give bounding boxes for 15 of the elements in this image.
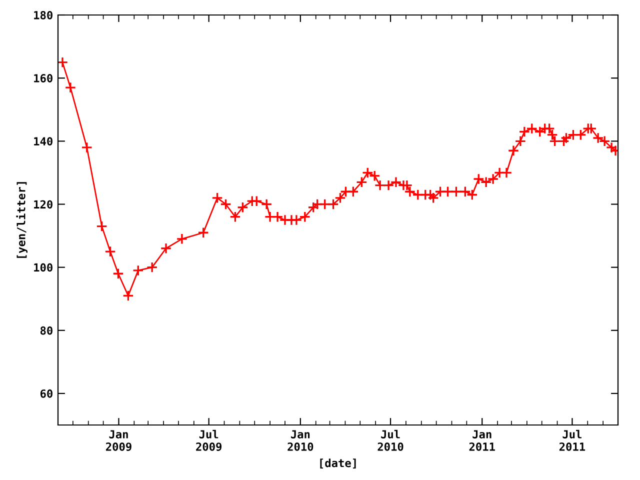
x-tick-label: Jul 2009 <box>196 430 222 451</box>
y-tick-label: 160 <box>34 74 52 82</box>
y-tick-label: 80 <box>40 326 52 335</box>
y-tick-label: 60 <box>40 389 52 398</box>
x-tick-label: Jul 2011 <box>559 430 586 451</box>
y-tick-label: 180 <box>34 10 52 20</box>
x-tick-label: Jul 2010 <box>378 430 404 451</box>
x-tick-label: Jan 2011 <box>469 430 495 451</box>
y-tick-label: 140 <box>34 137 52 146</box>
y-axis-title: [yen/litter] <box>16 182 28 258</box>
y-tick-label: 120 <box>34 200 52 209</box>
x-tick-label: Jan 2010 <box>288 430 314 451</box>
y-tick-label: 100 <box>34 263 52 272</box>
x-axis-title: [date] <box>320 458 356 469</box>
x-tick-label: Jan 2009 <box>106 430 132 451</box>
